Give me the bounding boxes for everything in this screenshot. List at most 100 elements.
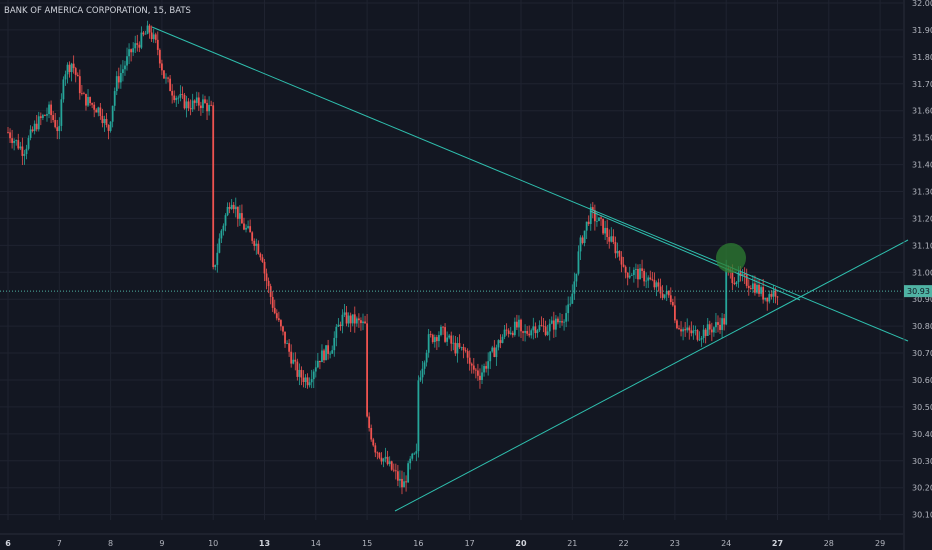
candle-body (134, 43, 137, 49)
candle-body (487, 361, 490, 369)
candle-body (19, 146, 22, 149)
price-tick: 31.80 (912, 53, 932, 62)
candle-body (733, 283, 736, 285)
candle-body (688, 327, 691, 331)
time-tick: 17 (465, 539, 475, 548)
candle-body (234, 206, 237, 210)
time-tick: 7 (57, 539, 62, 548)
candle-body (485, 366, 488, 369)
candle-body (596, 221, 598, 222)
candle-body (146, 25, 149, 34)
time-tick: 10 (208, 539, 218, 548)
candle-body (13, 140, 16, 143)
candle-body (776, 296, 779, 298)
candle-body (58, 125, 61, 132)
candle-body (635, 268, 637, 270)
candle-body (103, 118, 106, 124)
candle-body (548, 323, 551, 332)
candle-body (325, 345, 327, 361)
candle-body (99, 107, 102, 116)
candle-body (554, 318, 557, 330)
candle-body (351, 314, 354, 324)
candle-body (466, 351, 469, 358)
candle-body (15, 140, 18, 141)
time-axis[interactable]: 6 7 8 9 10 13 14 15 16 17 20 21 22 23 24 27 28 29 (0, 533, 903, 548)
candle-body (150, 32, 153, 40)
candle-body (362, 321, 364, 324)
upper-trendline[interactable] (151, 26, 909, 342)
candle-body (355, 318, 358, 324)
candle-body (148, 25, 151, 33)
candle-body (762, 287, 765, 300)
upper-trendline-right[interactable] (589, 210, 801, 301)
candle-body (191, 100, 194, 110)
candle-body (107, 125, 110, 131)
candle-body (267, 280, 270, 287)
candle-body (314, 367, 317, 372)
candle-body (97, 107, 100, 113)
candle-body (624, 266, 627, 273)
candle-body (243, 223, 245, 230)
candle-body (655, 282, 658, 288)
price-tick: 31.40 (912, 161, 932, 170)
candle-body (230, 204, 233, 209)
candle-body (259, 253, 262, 258)
candle-body (534, 326, 537, 334)
candle-body (723, 318, 726, 325)
trendlines (151, 26, 909, 512)
candle-body (284, 331, 286, 344)
candle-body (189, 108, 192, 110)
candle-body (37, 116, 40, 130)
candle-body (425, 352, 428, 363)
candle-body (76, 74, 79, 77)
candle-body (298, 369, 301, 377)
candle-body (411, 453, 414, 459)
candle-body (598, 217, 600, 222)
candle-body (91, 103, 94, 105)
candle-body (319, 360, 321, 363)
candle-body (87, 97, 89, 106)
candle-body (392, 469, 395, 471)
time-tick: 22 (619, 539, 629, 548)
lower-trendline[interactable] (394, 239, 909, 512)
candle-body (93, 104, 96, 110)
candle-body (60, 99, 63, 126)
candle-body (29, 129, 32, 139)
candle-body (544, 326, 547, 335)
candle-body (468, 357, 471, 364)
candle-body (224, 215, 227, 226)
candle-body (329, 353, 332, 355)
candle-body (604, 227, 607, 234)
candle-body (657, 282, 660, 287)
price-tick: 30.70 (912, 349, 932, 358)
candle-body (48, 104, 50, 115)
candle-body (431, 334, 434, 343)
price-axis[interactable]: 30.10 30.20 30.30 30.40 30.50 30.60 30.70 30.80… (903, 0, 932, 550)
price-tick: 30.20 (912, 484, 932, 493)
candle-body (454, 342, 457, 354)
candle-body (628, 275, 631, 278)
candle-body (735, 282, 738, 285)
candle-body (255, 243, 258, 246)
candle-body (497, 340, 500, 348)
candle-body (712, 327, 715, 333)
candle-body (563, 321, 565, 323)
time-tick: 14 (311, 539, 321, 548)
candle-body (31, 129, 34, 132)
candle-body (388, 461, 391, 465)
candle-body (493, 347, 496, 357)
candle-body (341, 314, 344, 326)
candle-body (214, 264, 217, 268)
candle-body (499, 340, 502, 343)
candle-body (565, 313, 568, 322)
candle-body (9, 132, 11, 139)
price-tick: 30.50 (912, 403, 932, 412)
candle-body (651, 279, 654, 281)
candle-body (101, 115, 104, 124)
candle-body (296, 361, 299, 377)
candle-body (374, 445, 377, 453)
candle-body (39, 116, 42, 118)
candle-body (622, 264, 625, 267)
candle-body (257, 243, 260, 254)
candle-body (115, 76, 118, 92)
